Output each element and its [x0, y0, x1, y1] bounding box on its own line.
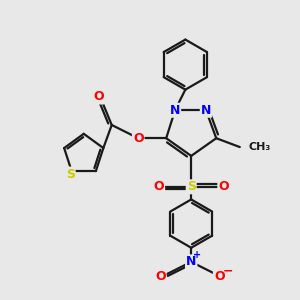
- Text: O: O: [214, 270, 224, 283]
- Text: CH₃: CH₃: [249, 142, 271, 152]
- Text: N: N: [170, 104, 180, 117]
- Text: O: O: [93, 91, 104, 103]
- Text: S: S: [187, 180, 196, 193]
- Text: O: O: [133, 132, 143, 145]
- Text: O: O: [155, 270, 166, 283]
- Text: S: S: [66, 167, 75, 181]
- Text: −: −: [223, 264, 233, 277]
- Text: O: O: [154, 180, 164, 193]
- Text: O: O: [218, 180, 229, 193]
- Text: N: N: [201, 104, 211, 117]
- Text: N: N: [186, 255, 196, 268]
- Text: +: +: [193, 250, 201, 260]
